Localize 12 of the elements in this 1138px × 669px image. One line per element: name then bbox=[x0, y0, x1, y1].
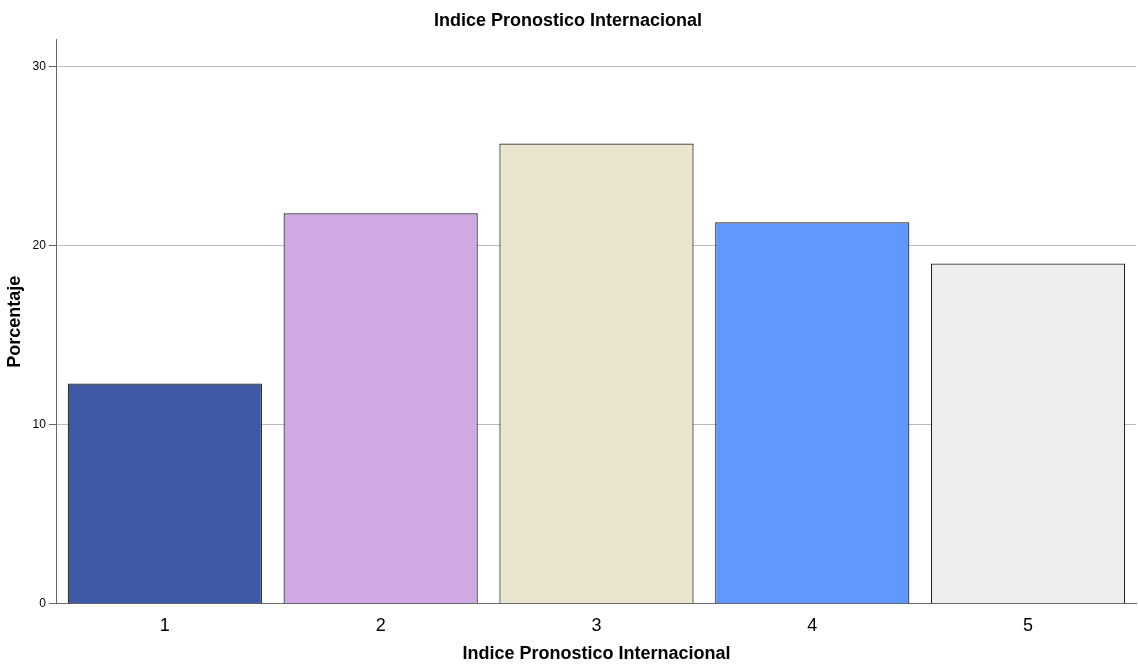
x-axis-title: Indice Pronostico Internacional bbox=[462, 643, 731, 664]
y-tick-label: 0 bbox=[39, 596, 47, 611]
y-tick-label: 30 bbox=[32, 58, 47, 73]
y-tick-label: 20 bbox=[32, 237, 47, 252]
x-tick-label: 4 bbox=[807, 614, 818, 635]
x-tick-label: 5 bbox=[1023, 614, 1034, 635]
y-tick-label: 10 bbox=[32, 417, 47, 431]
chart-title: Indice Pronostico Internacional bbox=[433, 9, 703, 30]
y-axis-title: Porcentaje bbox=[3, 275, 24, 368]
x-tick-label: 3 bbox=[591, 614, 602, 635]
x-tick-label: 2 bbox=[375, 614, 386, 635]
x-tick-label: 1 bbox=[159, 614, 170, 635]
